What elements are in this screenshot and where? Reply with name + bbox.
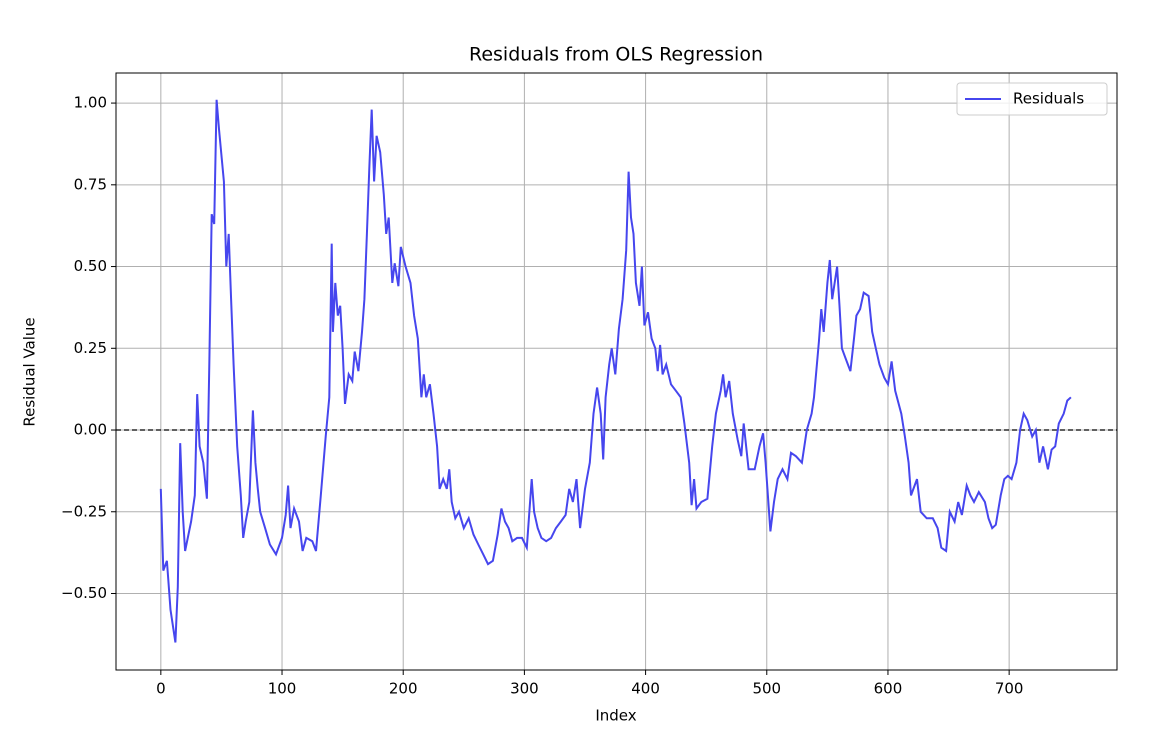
x-tick-label: 100 — [268, 680, 297, 698]
legend-box — [956, 82, 1108, 116]
y-tick-label: 0.50 — [74, 257, 107, 275]
y-tick-label: −0.25 — [61, 502, 107, 520]
line-series — [159, 99, 1072, 643]
y-axis-label: Residual Value — [21, 317, 39, 426]
y-tick-label: 0.25 — [74, 339, 107, 357]
x-tick-label: 0 — [156, 680, 166, 698]
y-tick-label: 1.00 — [74, 94, 107, 112]
x-tick-label: 300 — [510, 680, 539, 698]
y-tick-label: −0.50 — [61, 584, 107, 602]
plot-frame — [115, 72, 1118, 671]
x-tick-label: 400 — [631, 680, 660, 698]
x-axis-label: Index — [595, 707, 636, 725]
y-tick-label: 0.00 — [74, 421, 107, 439]
y-tick-label: 0.75 — [74, 175, 107, 193]
x-tick-label: 600 — [874, 680, 903, 698]
chart-title: Residuals from OLS Regression — [469, 44, 763, 66]
x-tick-label: 500 — [752, 680, 781, 698]
x-tick-label: 700 — [995, 680, 1024, 698]
x-tick-label: 200 — [389, 680, 418, 698]
legend-label: Residuals — [1013, 90, 1084, 108]
